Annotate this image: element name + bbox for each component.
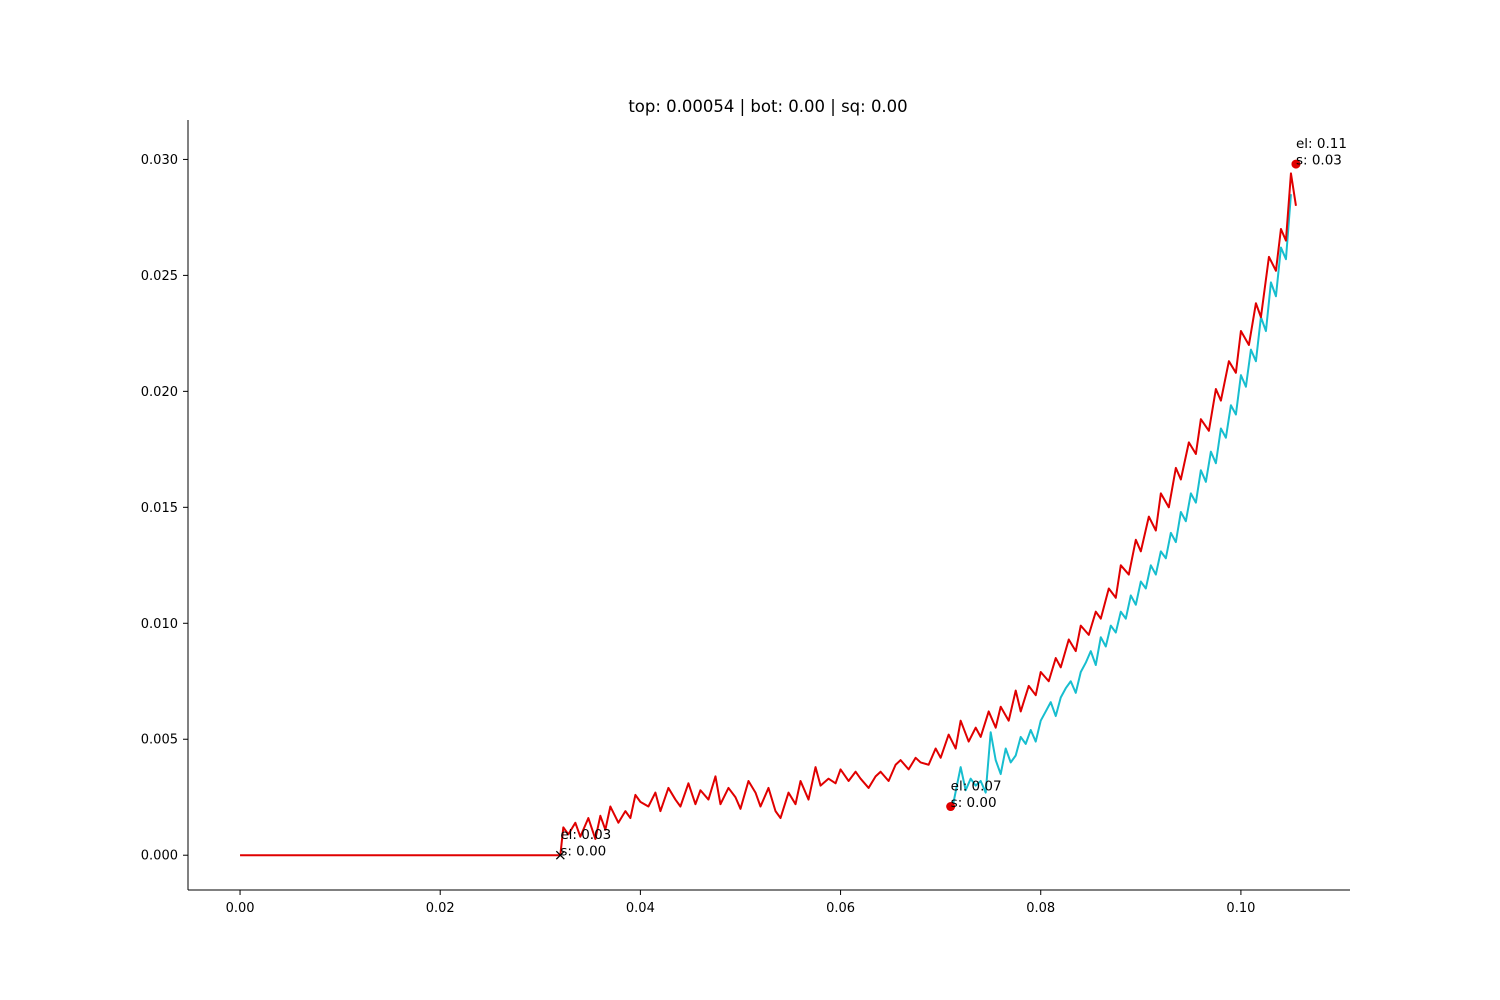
annotation-label: el: 0.07 bbox=[951, 779, 1002, 795]
x-tick-label: 0.04 bbox=[626, 901, 655, 916]
annotation-label: s: 0.00 bbox=[951, 795, 997, 811]
x-tick-label: 0.02 bbox=[426, 901, 455, 916]
x-tick-label: 0.10 bbox=[1226, 901, 1255, 916]
x-tick-label: 0.06 bbox=[826, 901, 855, 916]
x-marker-stroke bbox=[555, 850, 565, 860]
y-tick-label: 0.005 bbox=[141, 733, 178, 748]
y-tick-label: 0.030 bbox=[141, 153, 178, 168]
annotation-label: s: 0.00 bbox=[560, 844, 606, 860]
circle-marker bbox=[1291, 159, 1301, 169]
y-tick-label: 0.015 bbox=[141, 501, 178, 516]
series-line-0 bbox=[240, 172, 1297, 857]
y-tick-label: 0.010 bbox=[141, 617, 178, 632]
axes: 0.00 0.02 0.04 0.06 0.08 0.10 0.000 0.005 0.010 0… bbox=[141, 120, 1350, 916]
chart-title: top: 0.00054 | bot: 0.00 | sq: 0.00 bbox=[628, 97, 907, 116]
circle-marker bbox=[946, 802, 956, 812]
annotation-label: el: 0.03 bbox=[560, 827, 611, 843]
x-tick-label: 0.08 bbox=[1026, 901, 1055, 916]
y-tick-label: 0.025 bbox=[141, 269, 178, 284]
x-marker bbox=[555, 850, 565, 860]
annotation-label: el: 0.11 bbox=[1296, 136, 1347, 152]
y-tick-label: 0.020 bbox=[141, 385, 178, 400]
x-tick-label: 0.00 bbox=[226, 901, 255, 916]
y-tick-label: 0.000 bbox=[141, 849, 178, 864]
series-line-1 bbox=[951, 194, 1292, 807]
annotation-label: s: 0.03 bbox=[1296, 153, 1342, 169]
